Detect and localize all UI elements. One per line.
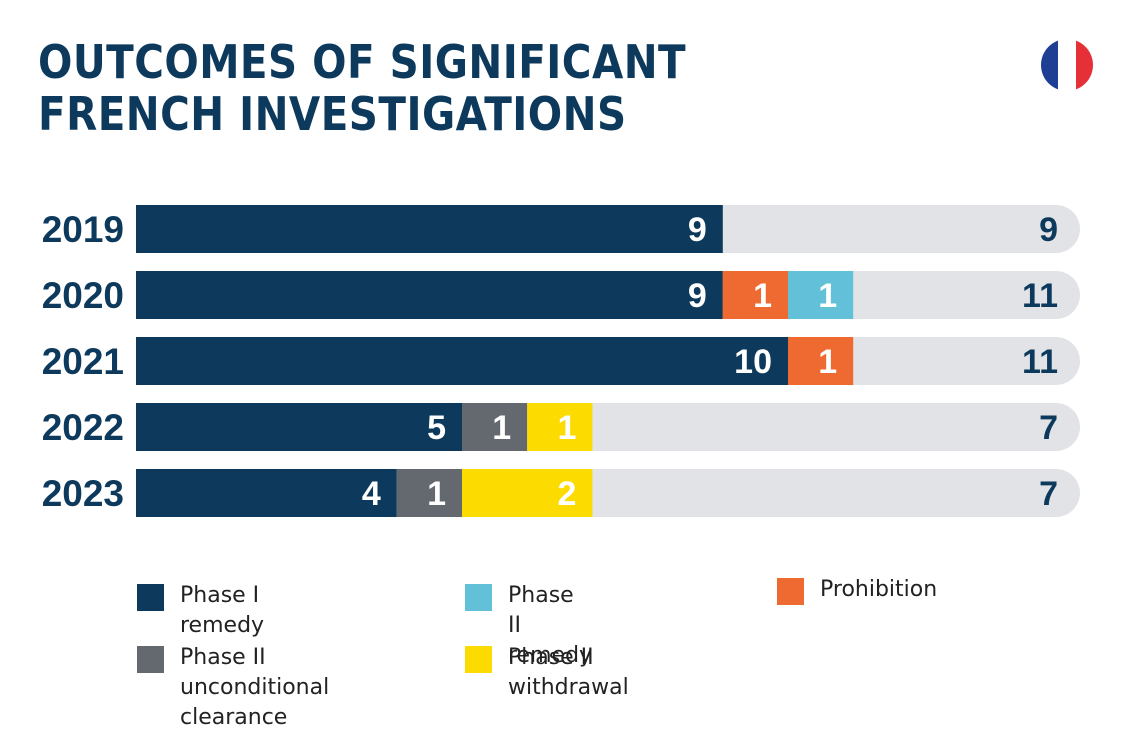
chart-title-line-1: OUTCOMES OF SIGNIFICANT: [38, 35, 687, 89]
bar-value-label: 5: [427, 409, 446, 447]
bar-segment: [462, 403, 528, 451]
bar-value-label: 9: [688, 277, 707, 315]
bar-value-label: 1: [492, 409, 511, 447]
legend-item: Phase I remedy: [137, 583, 265, 641]
bar-value-label: 1: [557, 409, 576, 447]
bar-segment: [788, 271, 854, 319]
legend-label: Phase I remedy: [180, 583, 265, 638]
flag-blue-band: [1041, 39, 1058, 91]
chart-title: OUTCOMES OF SIGNIFICANT FRENCH INVESTIGA…: [38, 36, 686, 140]
bar-value-label: 2: [557, 475, 576, 513]
bar-segment: [462, 469, 593, 517]
bar-segment: [136, 403, 462, 451]
chart-title-line-2: FRENCH INVESTIGATIONS: [38, 87, 627, 141]
total-label-2020: 11: [1022, 277, 1058, 315]
total-label-2022: 7: [1039, 409, 1058, 447]
legend-item: Phase II unconditional clearance: [137, 645, 330, 733]
bar-segment: [722, 271, 788, 319]
bar-segment: [136, 205, 723, 253]
bar-value-label: 9: [688, 211, 707, 249]
legend-label: Phase II withdrawal: [508, 645, 629, 700]
bar-value-label: 1: [427, 475, 446, 513]
legend-swatch: [465, 646, 492, 673]
bar-segment: [396, 469, 462, 517]
legend-item: Phase II remedy: [465, 583, 593, 671]
legend-swatch: [137, 646, 164, 673]
legend-swatch: [465, 584, 492, 611]
legend-label: Prohibition: [820, 577, 938, 602]
bar-value-label: 1: [818, 277, 837, 315]
total-label-2021: 11: [1022, 343, 1058, 381]
bar-segment: [136, 469, 397, 517]
legend-label: Phase II remedy: [508, 583, 593, 668]
bar-segment: [136, 271, 723, 319]
total-label-2019: 9: [1039, 211, 1058, 249]
flag-red-band: [1076, 39, 1093, 91]
year-label-2022: 2022: [42, 407, 124, 448]
year-label-2023: 2023: [42, 473, 124, 514]
year-label-2020: 2020: [42, 275, 124, 316]
legend-label: Phase II unconditional clearance: [180, 645, 330, 730]
bar-value-label: 1: [818, 343, 837, 381]
year-label-2021: 2021: [42, 341, 124, 382]
year-label-2019: 2019: [42, 209, 124, 250]
legend-item: Phase II withdrawal: [465, 645, 629, 703]
bar-segment: [136, 337, 788, 385]
legend-swatch: [137, 584, 164, 611]
france-flag-icon: [1041, 39, 1093, 91]
total-label-2023: 7: [1039, 475, 1058, 513]
bar-segment: [527, 403, 593, 451]
flag-white-band: [1058, 39, 1076, 91]
bar-value-label: 4: [362, 475, 381, 513]
bar-value-label: 1: [753, 277, 772, 315]
legend-swatch: [777, 578, 804, 605]
legend-item: Prohibition: [777, 577, 938, 605]
bar-segment: [788, 337, 854, 385]
bar-value-label: 10: [734, 343, 772, 381]
